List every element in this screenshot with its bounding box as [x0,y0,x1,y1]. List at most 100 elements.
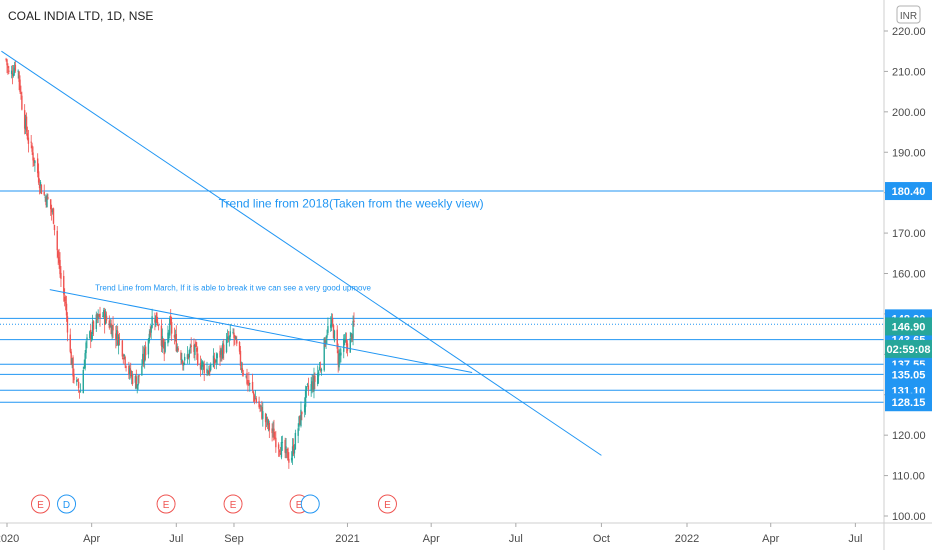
candle-body [173,334,176,338]
candle-body [311,381,313,387]
candle-body [186,354,189,360]
candle-body [261,407,263,419]
candle-body [350,332,352,337]
trendline[interactable] [49,289,473,374]
candle [312,374,314,393]
candle [14,60,17,73]
earnings-event-marker[interactable]: E [223,494,243,514]
candle [70,348,72,366]
candle-body [236,339,238,344]
currency-badge[interactable]: INR [896,5,921,24]
candle [115,325,117,349]
candle-body [136,384,138,390]
candle-body [177,348,179,351]
candle [333,329,336,343]
candle [340,348,342,363]
candle-body [228,336,231,340]
earnings-event-marker[interactable]: E [377,494,397,514]
trendline-annotation[interactable]: Trend Line from March, If it is able to … [95,283,371,292]
candle-body [59,259,61,275]
candle [121,339,124,360]
candle [103,307,106,334]
candle [50,204,53,221]
candle-body [38,184,41,189]
candle [343,334,345,359]
candle-body [147,338,150,355]
trendline[interactable] [1,50,602,456]
candle-body [63,275,65,295]
candle-body [349,338,351,353]
candle [8,66,10,74]
candle-body [161,336,164,347]
candle [265,413,268,428]
earnings-event-marker[interactable]: E [30,494,50,514]
candle-body [97,314,99,319]
candle [264,412,267,431]
candle [266,416,269,430]
candle-body [346,343,349,351]
candle [233,328,235,347]
candle [102,312,104,318]
candle [193,338,195,359]
candle-body [249,383,251,385]
candle [156,316,159,327]
candle [313,367,315,399]
candle-body [238,342,241,352]
candle-body [216,353,218,359]
candle [151,308,153,329]
candle [181,352,183,364]
candle-body [240,368,243,370]
candle-body [196,347,198,352]
candle [11,65,14,85]
candle-body [273,428,275,441]
candle-body [102,315,104,317]
event-label: E [230,500,237,511]
level-price-label: 180.40 [892,186,926,198]
candle [148,329,151,344]
candle-body [157,325,160,327]
candle-body [174,335,177,337]
candle [155,315,157,328]
level-price-label: 128.15 [892,397,926,409]
candle [203,360,205,382]
candle-body [201,361,204,367]
event-label: D [63,500,70,511]
candle-body [327,326,329,333]
candle-body [46,194,48,208]
candle [98,313,100,318]
candle-body [70,351,72,365]
candle [304,385,307,415]
candle [103,307,105,320]
candle-body [262,411,264,419]
dividend-event-marker[interactable]: D [57,494,77,514]
candle-body [303,404,306,413]
candle-body [141,366,143,376]
earnings-event-marker[interactable]: E [156,494,176,514]
candle [56,226,58,259]
candle [95,311,98,332]
candle-body [306,384,309,385]
candle-body [143,354,145,362]
candle-body [90,329,92,340]
candle [215,352,218,370]
candle [212,348,215,368]
candle [196,346,199,367]
x-tick-label: Apr [423,533,440,545]
dividend-event-marker[interactable] [300,494,320,514]
y-tick-label: 220.00 [892,26,926,38]
candle-body [17,70,19,72]
candle [150,324,152,340]
candle [109,319,111,328]
candle-body [115,333,117,340]
trendline-annotation[interactable]: Trend line from 2018(Taken from the week… [219,197,484,211]
event-circle [300,494,320,514]
candle-body [268,423,271,431]
candle-body [266,418,269,426]
candle-body [278,450,281,453]
candle-body [225,339,228,353]
candle [174,329,177,342]
candle-body [301,411,303,415]
candle-body [60,272,62,279]
